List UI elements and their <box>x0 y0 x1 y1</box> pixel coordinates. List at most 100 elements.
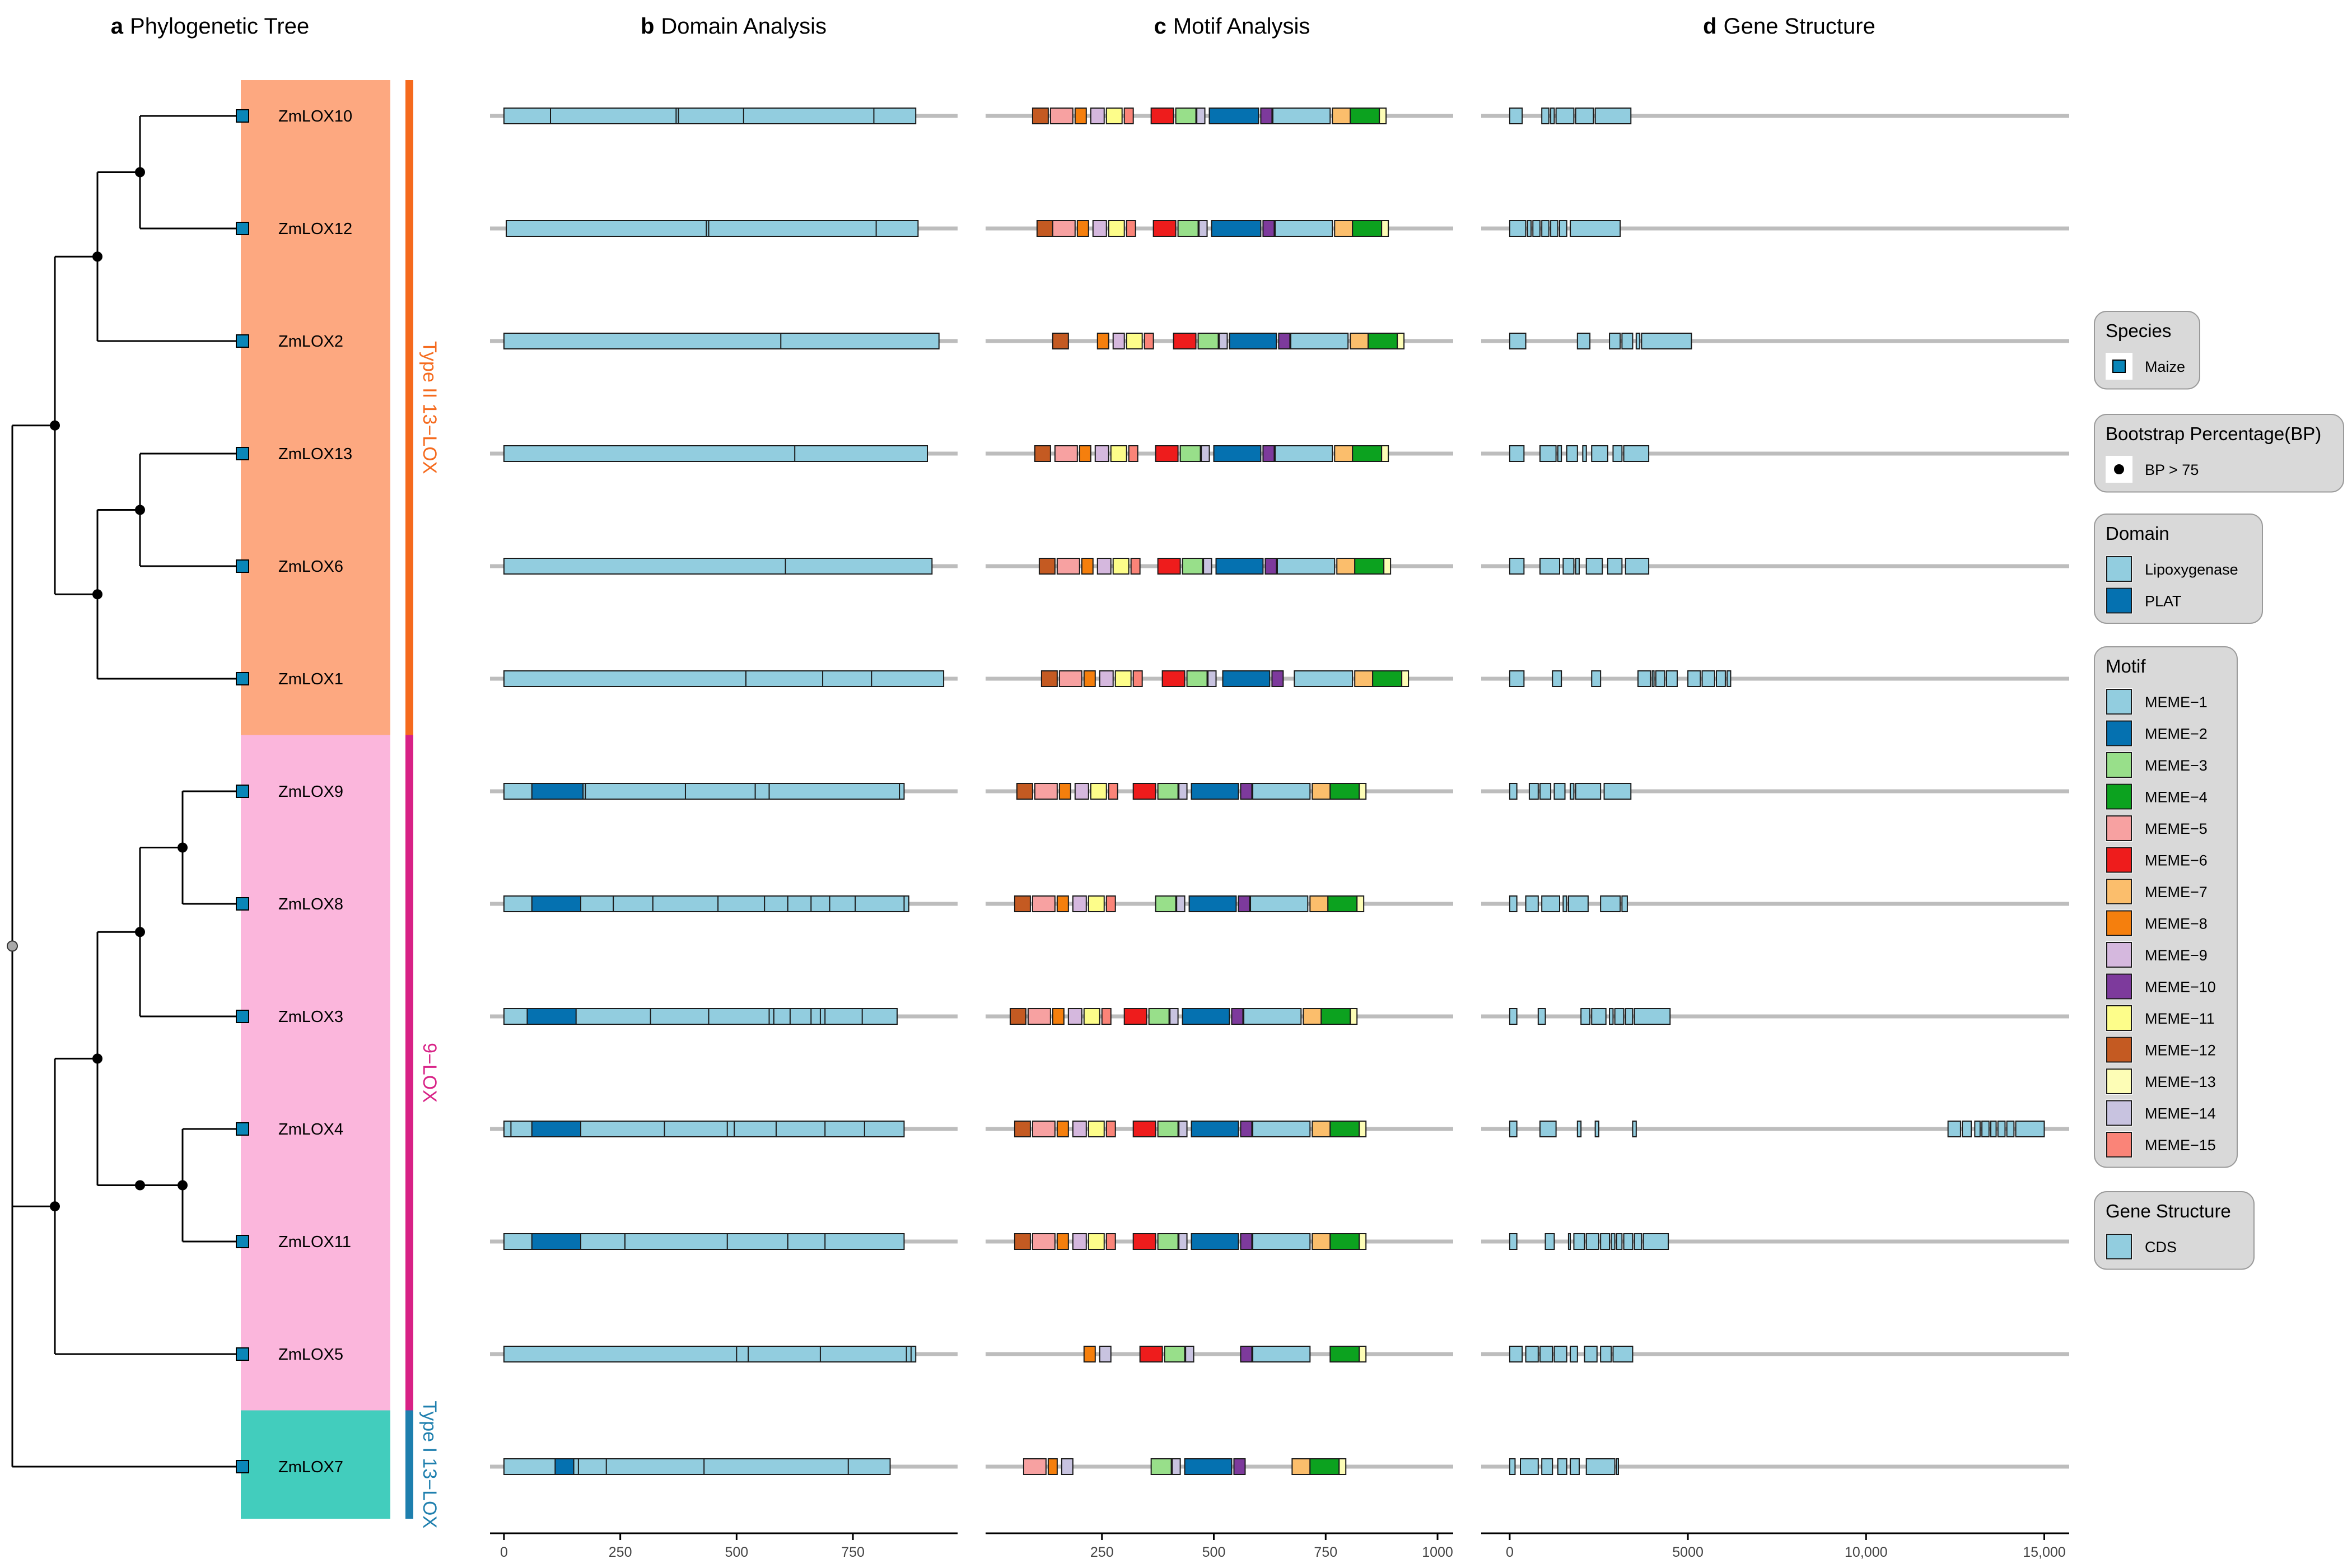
cds-ZmLOX11-9 <box>1634 1233 1642 1250</box>
motif-meme-6-ZmLOX1-7 <box>1161 670 1186 687</box>
motif-meme-13-ZmLOX4-15 <box>1359 1121 1367 1137</box>
cds-ZmLOX13-5 <box>1591 445 1608 462</box>
class-label-1: 9−LOX <box>419 1043 440 1103</box>
species-marker-ZmLOX13 <box>236 447 249 460</box>
motif-meme-9-ZmLOX13-3 <box>1094 445 1109 462</box>
feature-tracks <box>490 108 2069 1475</box>
motif-meme-14-ZmLOX9-9 <box>1178 783 1188 800</box>
motif-meme-5-ZmLOX12-1 <box>1052 220 1076 237</box>
tree-leaf-labels: ZmLOX10 ZmLOX12 ZmLOX2 ZmLOX13 ZmLOX6 ZmLOX1 Z… <box>236 108 352 1476</box>
legend-label-species-0: Maize <box>2145 358 2185 375</box>
motif-meme-14-ZmLOX1-9 <box>1207 670 1217 687</box>
cds-ZmLOX1-2 <box>1591 670 1602 687</box>
motif-meme-4-ZmLOX4-14 <box>1329 1121 1360 1137</box>
legend-key-motif-14 <box>2106 1100 2132 1126</box>
cds-ZmLOX7-2 <box>1541 1458 1553 1475</box>
legend-label-motif-13: MEME−14 <box>2145 1105 2216 1122</box>
motif-meme-15-ZmLOX1-6 <box>1132 670 1143 687</box>
motif-meme-15-ZmLOX2-6 <box>1144 333 1154 349</box>
cds-ZmLOX13-1 <box>1539 445 1557 462</box>
axis-tick-label-1-1: 500 <box>1202 1544 1226 1560</box>
motif-meme-9-ZmLOX12-3 <box>1092 220 1107 237</box>
cds-ZmLOX6-6 <box>1625 558 1650 575</box>
cds-ZmLOX12-3 <box>1541 220 1550 237</box>
motif-meme-4-ZmLOX2-14 <box>1368 333 1398 349</box>
domain-plat-ZmLOX3-1 <box>526 1008 577 1025</box>
legend-label-motif-1: MEME−2 <box>2145 726 2208 743</box>
motif-meme-1-ZmLOX10-12 <box>1272 108 1331 124</box>
motif-meme-5-ZmLOX1-1 <box>1058 670 1082 687</box>
motif-meme-14-ZmLOX5-9 <box>1185 1346 1194 1362</box>
cds-ZmLOX3-3 <box>1591 1008 1607 1025</box>
motif-meme-1-ZmLOX11-12 <box>1252 1233 1311 1250</box>
legend-box-domain <box>2094 514 2263 624</box>
bootstrap-node-5 <box>178 842 188 853</box>
motif-meme-12-ZmLOX1-0 <box>1040 670 1058 687</box>
motif-meme-13-ZmLOX2-15 <box>1397 333 1405 349</box>
cds-ZmLOX7-0 <box>1509 1458 1516 1475</box>
species-marker-ZmLOX10 <box>236 109 249 123</box>
motif-meme-7-ZmLOX2-13 <box>1350 333 1369 349</box>
legend-key-motif-1 <box>2106 689 2132 715</box>
motif-meme-6-ZmLOX9-7 <box>1132 783 1156 800</box>
motif-meme-13-ZmLOX8-15 <box>1356 895 1365 912</box>
domain-plat-ZmLOX9-1 <box>531 783 584 800</box>
motif-meme-4-ZmLOX10-14 <box>1350 108 1380 124</box>
legend-label-motif-2: MEME−3 <box>2145 757 2208 774</box>
gene-label-ZmLOX6: ZmLOX6 <box>278 558 343 576</box>
motif-meme-12-ZmLOX4-0 <box>1014 1121 1031 1137</box>
motif-meme-12-ZmLOX2-0 <box>1052 333 1069 349</box>
motif-meme-8-ZmLOX7-2 <box>1047 1458 1058 1475</box>
axis-tick-label-2-3: 15,000 <box>2023 1544 2065 1560</box>
motif-meme-14-ZmLOX2-9 <box>1219 333 1228 349</box>
motif-meme-8-ZmLOX4-2 <box>1056 1121 1069 1137</box>
legend-key-motif-13 <box>2106 1068 2132 1094</box>
motif-meme-15-ZmLOX8-6 <box>1105 895 1116 912</box>
cds-ZmLOX1-6 <box>1665 670 1678 687</box>
axis-tick-label-0-0: 0 <box>500 1544 508 1560</box>
cds-ZmLOX8-5 <box>1600 895 1621 912</box>
domain-plat-ZmLOX8-1 <box>531 895 582 912</box>
cds-ZmLOX3-2 <box>1580 1008 1591 1025</box>
motif-meme-14-ZmLOX10-9 <box>1196 108 1206 124</box>
motif-meme-15-ZmLOX10-6 <box>1123 108 1134 124</box>
legend-title-gene_structure: Gene Structure <box>2106 1201 2231 1221</box>
legend-label-motif-11: MEME−12 <box>2145 1042 2216 1059</box>
motif-meme-9-ZmLOX10-3 <box>1090 108 1105 124</box>
cds-ZmLOX3-4 <box>1609 1008 1614 1025</box>
species-marker-ZmLOX2 <box>236 334 249 348</box>
motif-meme-10-ZmLOX2-11 <box>1278 333 1291 349</box>
motif-meme-13-ZmLOX7-15 <box>1338 1458 1347 1475</box>
motif-meme-7-ZmLOX3-13 <box>1303 1008 1322 1025</box>
motif-meme-2-ZmLOX4-10 <box>1191 1121 1239 1137</box>
bootstrap-node-8 <box>135 1180 145 1191</box>
cds-ZmLOX10-3 <box>1555 108 1575 124</box>
gene-label-ZmLOX1: ZmLOX1 <box>278 670 343 688</box>
species-marker-ZmLOX3 <box>236 1010 249 1023</box>
motif-meme-4-ZmLOX6-14 <box>1354 558 1385 575</box>
species-marker-ZmLOX4 <box>236 1122 249 1136</box>
cds-ZmLOX9-0 <box>1509 783 1518 800</box>
motif-meme-7-ZmLOX4-13 <box>1312 1121 1331 1137</box>
cds-ZmLOX13-4 <box>1582 445 1587 462</box>
legend-key-bp <box>2114 464 2124 474</box>
cds-ZmLOX11-8 <box>1623 1233 1634 1250</box>
gene-label-ZmLOX12: ZmLOX12 <box>278 220 352 238</box>
motif-meme-7-ZmLOX1-13 <box>1354 670 1374 687</box>
motif-meme-11-ZmLOX1-5 <box>1114 670 1132 687</box>
motif-meme-8-ZmLOX1-2 <box>1083 670 1096 687</box>
motif-meme-12-ZmLOX6-0 <box>1038 558 1056 575</box>
motif-meme-5-ZmLOX8-1 <box>1032 895 1056 912</box>
bootstrap-node-2 <box>135 505 145 515</box>
motif-meme-10-ZmLOX1-11 <box>1271 670 1284 687</box>
cds-ZmLOX5-3 <box>1553 1346 1567 1362</box>
cds-ZmLOX7-4 <box>1570 1458 1580 1475</box>
panel-letter-d: d <box>1703 14 1716 39</box>
cds-ZmLOX12-1 <box>1527 220 1532 237</box>
legend: Species Maize Bootstrap Percentage(BP) BP >… <box>2094 311 2344 1270</box>
cds-ZmLOX5-7 <box>1612 1346 1634 1362</box>
cds-ZmLOX6-2 <box>1562 558 1575 575</box>
motif-meme-11-ZmLOX8-5 <box>1088 895 1105 912</box>
cds-ZmLOX5-0 <box>1509 1346 1523 1362</box>
motif-meme-10-ZmLOX9-11 <box>1240 783 1253 800</box>
